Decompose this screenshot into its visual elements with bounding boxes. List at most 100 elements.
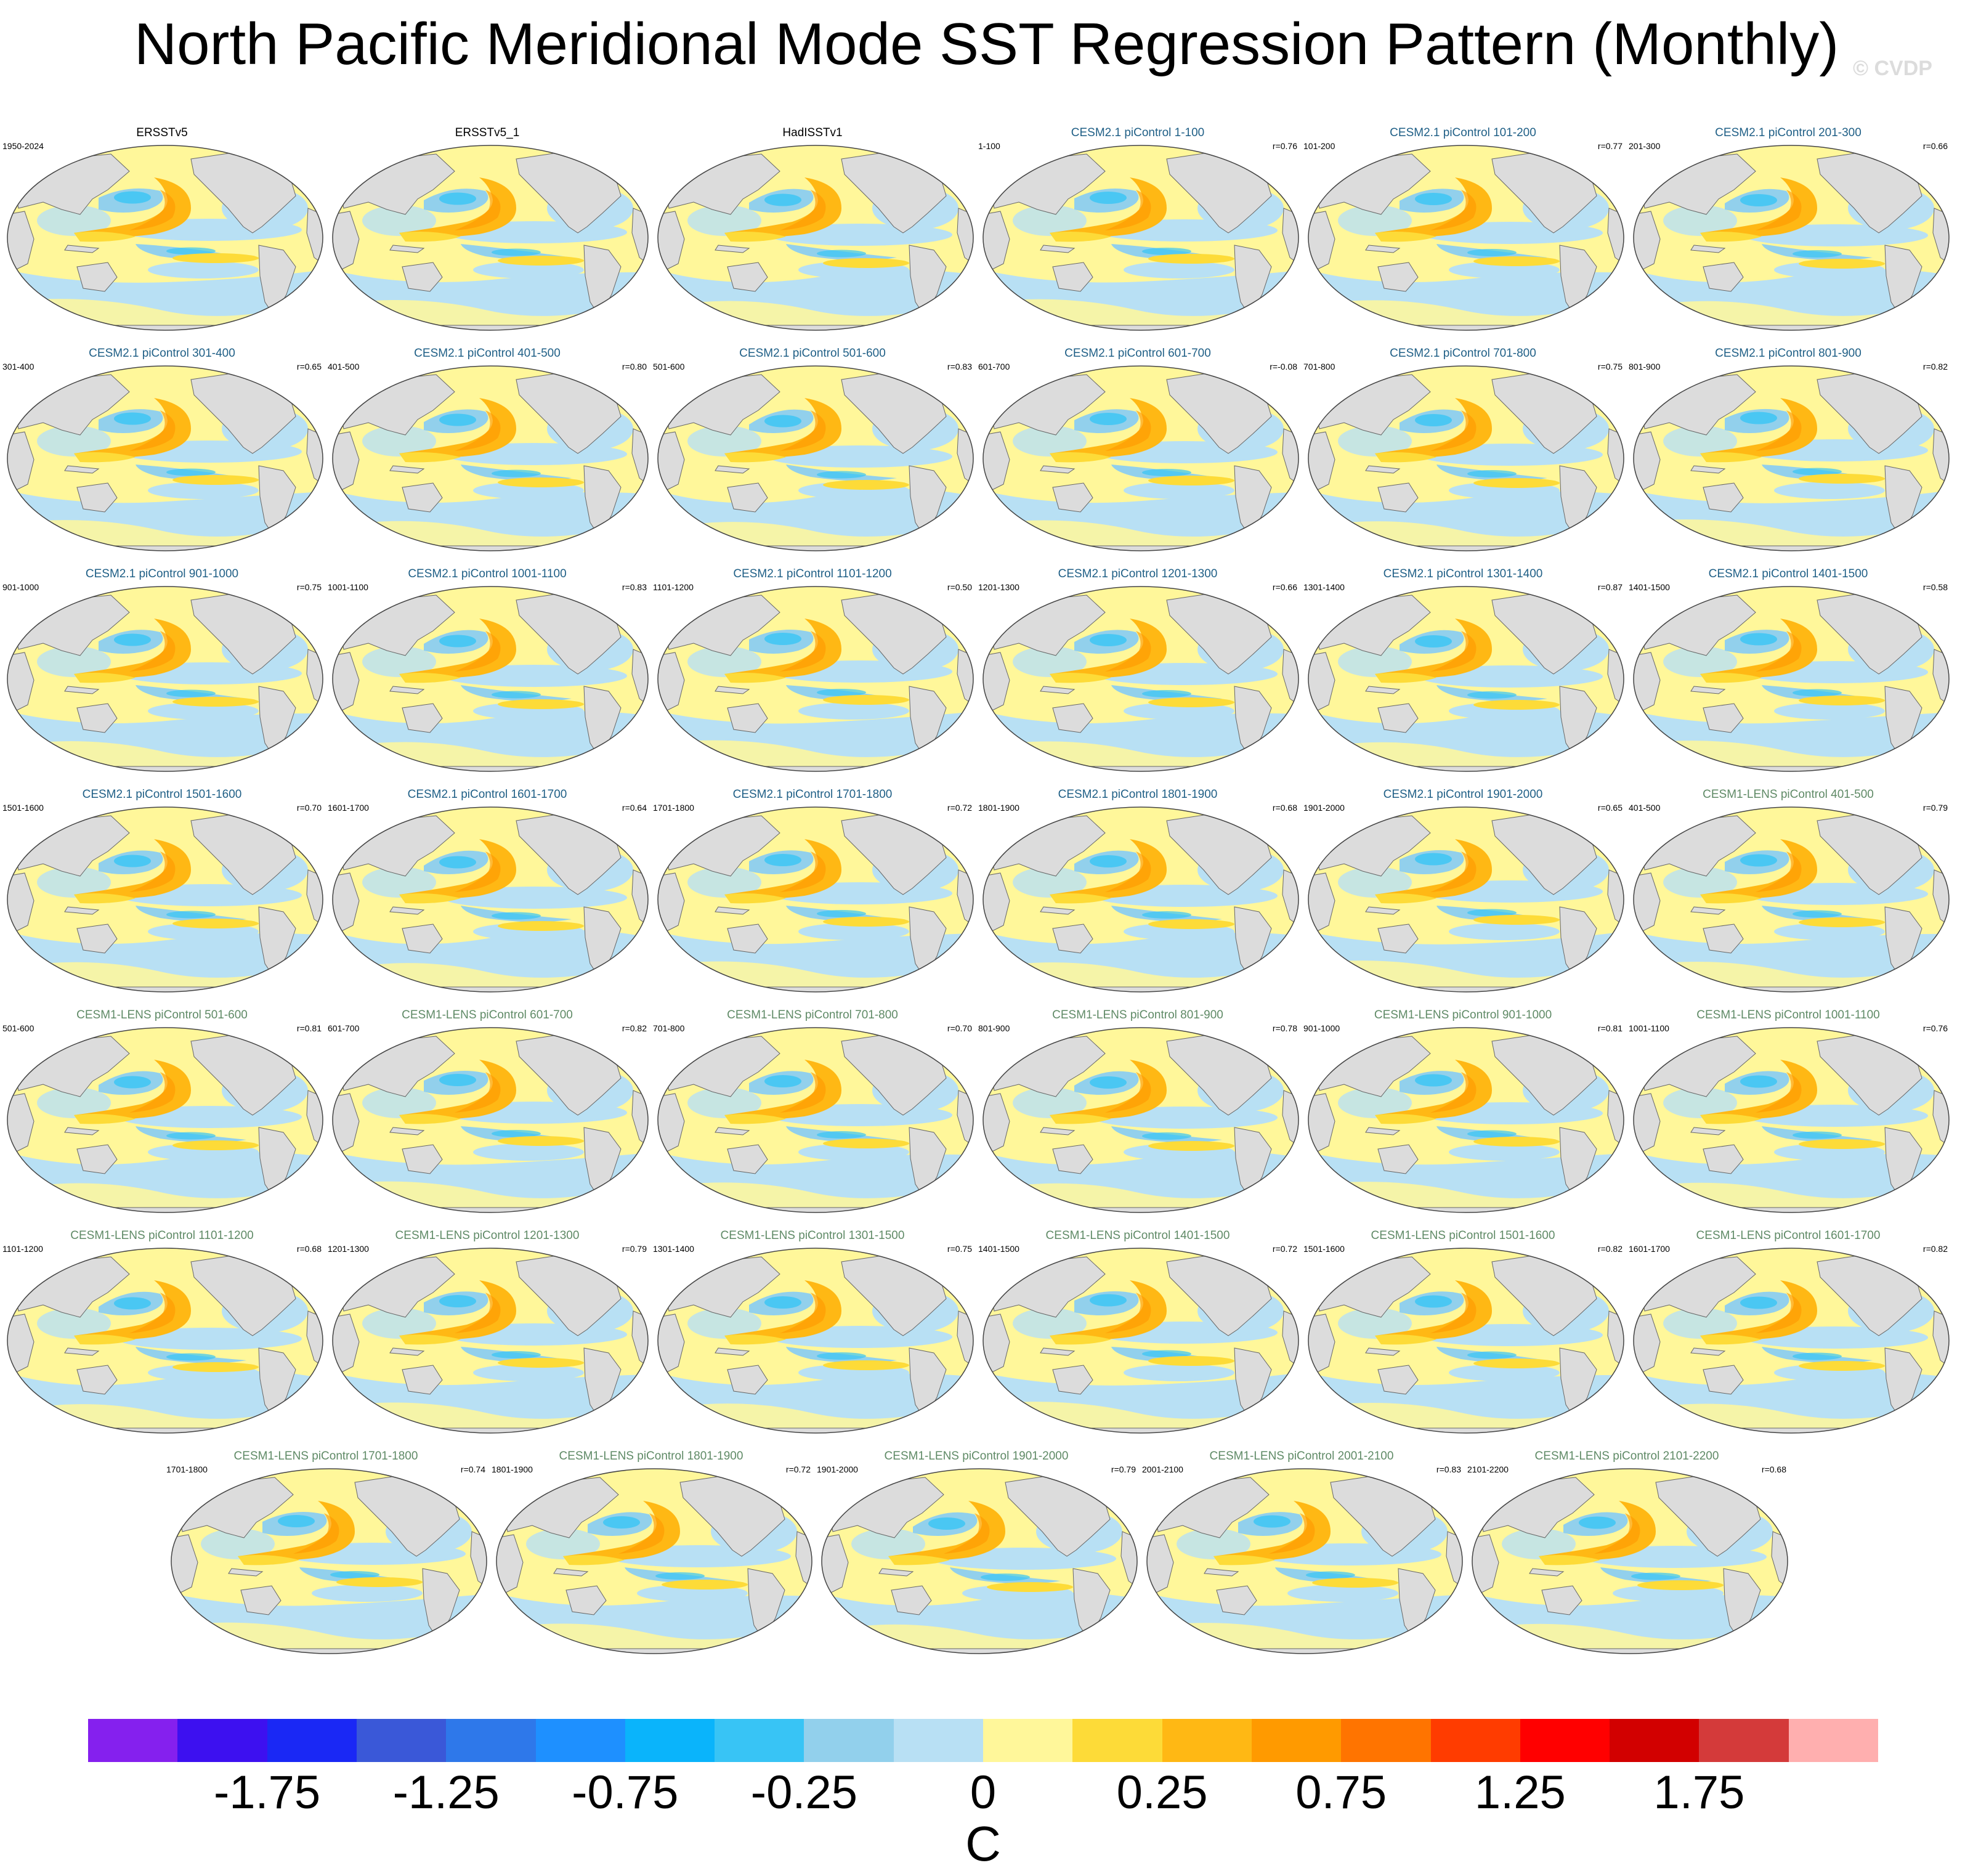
- map-panel: CESM1-LENS piControl 601-700 601-700 r=0.8…: [325, 1008, 649, 1217]
- panel-title: CESM2.1 piControl 701-800: [1390, 347, 1536, 360]
- map-panel: CESM2.1 piControl 1601-1700 1601-1700 r=0.…: [325, 787, 649, 997]
- panel-title: CESM1-LENS piControl 2001-2100: [1209, 1450, 1394, 1463]
- panel-years: 601-700: [328, 1023, 360, 1033]
- panel-title: CESM1-LENS piControl 501-600: [76, 1009, 248, 1021]
- panel-title: CESM2.1 piControl 1301-1400: [1383, 567, 1543, 580]
- colorbar-tick-label: -1.25: [392, 1766, 500, 1819]
- panel-pattern-correlation: r=0.50: [947, 582, 972, 592]
- map-panel: CESM1-LENS piControl 2101-2200 2101-2200 r…: [1465, 1449, 1789, 1659]
- panel-years: 1901-2000: [817, 1464, 858, 1474]
- sst-regression-map: [1308, 1248, 1624, 1434]
- sst-regression-map: [657, 586, 974, 772]
- panel-title: CESM1-LENS piControl 1601-1700: [1696, 1229, 1881, 1242]
- panel-title: ERSSTv5: [136, 126, 188, 139]
- panel-title: CESM2.1 piControl 1201-1300: [1058, 567, 1218, 580]
- colorbar-swatch: [715, 1719, 804, 1762]
- sst-regression-map: [1308, 586, 1624, 772]
- sst-regression-map: [657, 1027, 974, 1213]
- panel-title: CESM2.1 piControl 1701-1800: [732, 788, 893, 801]
- map-panel: CESM1-LENS piControl 1701-1800 1701-1800 r…: [164, 1449, 488, 1659]
- panel-years: 1401-1500: [978, 1244, 1019, 1254]
- colorbar-swatch: [893, 1719, 984, 1762]
- map-panel: CESM2.1 piControl 1801-1900 1801-1900 r=0.…: [976, 787, 1300, 997]
- sst-regression-map: [1308, 1027, 1624, 1213]
- sst-regression-map: [332, 365, 649, 551]
- map-panel: CESM1-LENS piControl 2001-2100 2001-2100 r…: [1140, 1449, 1464, 1659]
- map-panel: CESM1-LENS piControl 701-800 701-800 r=0.7…: [650, 1008, 974, 1217]
- colorbar-swatch: [1072, 1719, 1163, 1762]
- panel-pattern-correlation: r=0.65: [296, 362, 322, 372]
- panel-years: 401-500: [328, 362, 360, 372]
- panel-years: 1101-1200: [653, 582, 694, 592]
- map-panel: CESM1-LENS piControl 501-600 501-600 r=0.8…: [0, 1008, 324, 1217]
- panel-pattern-correlation: r=0.66: [1272, 582, 1297, 592]
- panel-years: 201-300: [1629, 141, 1661, 151]
- panel-years: 1801-1900: [978, 803, 1019, 813]
- sst-regression-map: [496, 1468, 812, 1654]
- panel-years: 1601-1700: [1629, 1244, 1670, 1254]
- panel-title: CESM2.1 piControl 1601-1700: [407, 788, 567, 801]
- map-panel: CESM1-LENS piControl 901-1000 901-1000 r=0…: [1301, 1008, 1625, 1217]
- map-panel: CESM1-LENS piControl 1301-1500 1301-1400 r…: [650, 1228, 974, 1438]
- sst-regression-map: [7, 365, 323, 551]
- panel-pattern-correlation: r=0.74: [460, 1464, 485, 1474]
- panel-pattern-correlation: r=0.70: [296, 803, 322, 813]
- panel-years: 501-600: [2, 1023, 34, 1033]
- panel-years: 301-400: [2, 362, 34, 372]
- panel-pattern-correlation: r=0.75: [1597, 362, 1623, 372]
- panel-pattern-correlation: r=0.83: [1436, 1464, 1461, 1474]
- colorbar-swatch: [625, 1719, 715, 1762]
- panel-title: CESM1-LENS piControl 701-800: [727, 1009, 898, 1021]
- panel-title: CESM1-LENS piControl 1301-1500: [720, 1229, 905, 1242]
- map-panel: CESM2.1 piControl 1901-2000 1901-2000 r=0.…: [1301, 787, 1625, 997]
- panel-pattern-correlation: r=0.76: [1922, 1023, 1948, 1033]
- panel-title: CESM2.1 piControl 901-1000: [85, 567, 239, 580]
- panel-years: 401-500: [1629, 803, 1661, 813]
- colorbar-swatch: [1520, 1719, 1610, 1762]
- colorbar-swatch: [983, 1719, 1073, 1762]
- panel-title: CESM1-LENS piControl 2101-2200: [1534, 1450, 1719, 1463]
- panel-pattern-correlation: r=0.72: [947, 803, 972, 813]
- panel-pattern-correlation: r=0.75: [296, 582, 322, 592]
- sst-regression-map: [1308, 145, 1624, 331]
- map-panel: CESM2.1 piControl 401-500 401-500 r=0.80: [325, 346, 649, 556]
- panel-years: 701-800: [653, 1023, 685, 1033]
- sst-regression-map: [1633, 806, 1950, 993]
- panel-years: 101-200: [1303, 141, 1335, 151]
- panel-title: CESM2.1 piControl 401-500: [414, 347, 561, 360]
- map-panel: CESM2.1 piControl 1001-1100 1001-1100 r=0.…: [325, 567, 649, 776]
- map-panel: CESM2.1 piControl 1101-1200 1101-1200 r=0.…: [650, 567, 974, 776]
- sst-regression-map: [657, 806, 974, 993]
- sst-regression-map: [332, 1248, 649, 1434]
- panel-title: CESM2.1 piControl 301-400: [89, 347, 235, 360]
- panel-title: CESM2.1 piControl 1501-1600: [82, 788, 242, 801]
- panel-years: 601-700: [978, 362, 1010, 372]
- map-panel: CESM1-LENS piControl 1001-1100 1001-1100 r…: [1626, 1008, 1950, 1217]
- map-panel: CESM2.1 piControl 1501-1600 1501-1600 r=0.…: [0, 787, 324, 997]
- panel-pattern-correlation: r=0.83: [622, 582, 647, 592]
- panel-pattern-correlation: r=0.81: [1597, 1023, 1623, 1033]
- colorbar-tick-label: 0.25: [1116, 1766, 1208, 1819]
- map-panel: CESM2.1 piControl 1-100 1-100 r=0.76: [976, 126, 1300, 335]
- colorbar-tick-label: 0: [970, 1766, 997, 1819]
- figure-title: North Pacific Meridional Mode SST Regres…: [134, 11, 1839, 77]
- sst-regression-map: [1633, 365, 1950, 551]
- sst-regression-map: [332, 806, 649, 993]
- map-panel-grid: ERSSTv5 1950-2024 ERSSTv5_1 HadISSTv1 CESM2.…: [0, 126, 1950, 1659]
- sst-regression-map: [982, 586, 1299, 772]
- colorbar-tick-label: 0.75: [1295, 1766, 1387, 1819]
- map-panel: CESM1-LENS piControl 1401-1500 1401-1500 r…: [976, 1228, 1300, 1438]
- colorbar-swatch: [1162, 1719, 1252, 1762]
- map-panel: CESM1-LENS piControl 1501-1600 1501-1600 r…: [1301, 1228, 1625, 1438]
- panel-years: 1950-2024: [2, 141, 44, 151]
- watermark: © CVDP: [1853, 57, 1932, 80]
- map-panel: CESM2.1 piControl 201-300 201-300 r=0.66: [1626, 126, 1950, 335]
- panel-title: CESM1-LENS piControl 401-500: [1703, 788, 1874, 801]
- panel-pattern-correlation: r=0.87: [1597, 582, 1623, 592]
- panel-pattern-correlation: r=0.82: [622, 1023, 647, 1033]
- panel-years: 1901-2000: [1303, 803, 1345, 813]
- panel-years: 801-900: [978, 1023, 1010, 1033]
- panel-years: 1401-1500: [1629, 582, 1670, 592]
- colorbar-swatch: [1430, 1719, 1521, 1762]
- sst-regression-map: [1633, 145, 1950, 331]
